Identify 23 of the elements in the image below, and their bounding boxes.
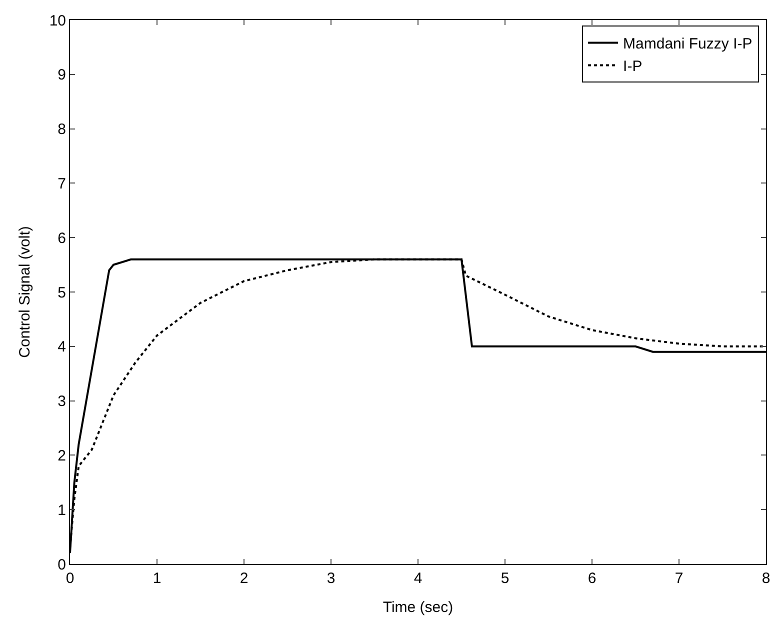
- x-tick-label: 8: [762, 570, 770, 587]
- y-tick-label: 2: [58, 447, 66, 464]
- x-axis-title: Time (sec): [382, 599, 454, 616]
- legend-label: Mamdani Fuzzy I-P: [623, 36, 752, 53]
- legend-label: I-P: [623, 58, 642, 76]
- y-tick-label: 6: [58, 230, 66, 247]
- x-tick-label: 1: [152, 570, 162, 587]
- x-tick-label: 5: [500, 570, 510, 587]
- y-tick-label: 0: [58, 556, 66, 574]
- y-tick-label: 8: [58, 121, 66, 138]
- x-tick-label: 7: [674, 570, 684, 587]
- y-axis-title: Control Signal (volt): [16, 226, 34, 358]
- y-tick-label: 3: [58, 393, 66, 410]
- x-tick-label: 4: [414, 570, 422, 587]
- y-tick-label: 5: [58, 284, 66, 302]
- x-tick-label: 2: [240, 570, 248, 587]
- x-tick-label: 3: [326, 570, 336, 587]
- y-tick-label: 1: [58, 502, 66, 519]
- y-tick-label: 10: [49, 12, 66, 30]
- y-tick-label: 9: [58, 66, 66, 84]
- y-tick-label: 7: [58, 175, 66, 192]
- x-tick-label: 6: [588, 570, 596, 587]
- y-tick-label: 4: [58, 338, 66, 356]
